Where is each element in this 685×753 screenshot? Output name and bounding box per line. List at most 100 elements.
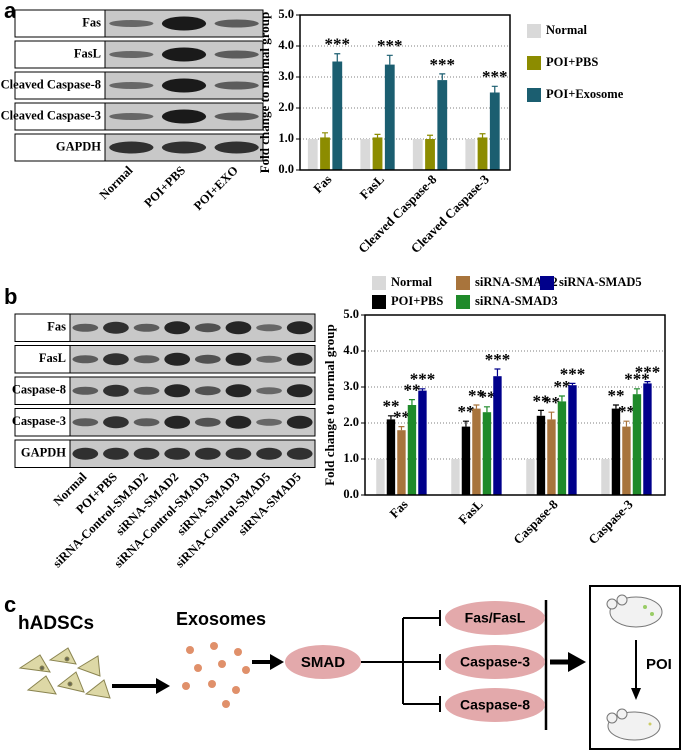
blot-band [194, 354, 221, 364]
legend-swatch [456, 295, 470, 309]
blot-row-label: Cleaved Caspase-3 [1, 108, 101, 122]
y-tick-label: 1.0 [278, 131, 294, 145]
bar [622, 426, 631, 495]
blot-band [103, 416, 129, 429]
blot-band [133, 386, 160, 395]
blot-band [103, 447, 129, 460]
error-bar [427, 134, 434, 139]
bar [489, 92, 500, 170]
legend-label: POI+Exosome [546, 87, 624, 101]
blot-label-box [14, 102, 106, 131]
blot-band [109, 82, 154, 89]
bar [557, 401, 567, 495]
y-tick-label: 3.0 [278, 69, 294, 83]
blot-band [214, 19, 259, 28]
legend-swatch [372, 295, 386, 309]
legend-label: siRNA-SMAD2 [475, 275, 558, 289]
blot-lane-label: Normal [97, 163, 136, 202]
bar [425, 139, 435, 170]
blot-band [103, 321, 129, 334]
significance-label: ** [468, 386, 485, 405]
exosomes [182, 642, 250, 708]
bar [493, 376, 502, 495]
mice [606, 594, 663, 741]
error-bar [623, 420, 630, 427]
blot-band [225, 384, 252, 398]
blot-label-box [14, 439, 71, 468]
bar [384, 64, 395, 170]
bar [461, 426, 471, 495]
significance-label: *** [377, 36, 403, 55]
blot-row-label: Caspase-3 [12, 414, 66, 428]
blot-band [225, 415, 252, 429]
error-bar [548, 411, 555, 420]
significance-label: *** [560, 364, 586, 383]
error-bar [439, 73, 446, 81]
error-bar [612, 404, 619, 409]
blot-band [133, 447, 160, 460]
blot-row-label: FasL [74, 46, 101, 60]
blot-band [133, 418, 160, 427]
bar [482, 412, 492, 495]
bar [568, 385, 577, 495]
legend-swatch [540, 276, 554, 290]
significance-label: ** [532, 391, 549, 410]
bar [407, 405, 417, 495]
bar [386, 419, 396, 495]
blot-band [164, 447, 191, 460]
blot-band [214, 141, 259, 154]
error-bar [483, 406, 490, 413]
hub-node [285, 645, 361, 679]
blot-band [225, 447, 252, 460]
blot-band [256, 355, 282, 363]
x-tick-label: FasL [356, 171, 387, 202]
bar [632, 394, 642, 495]
blot-band [133, 323, 160, 332]
error-bar [462, 420, 469, 427]
target-node [445, 688, 545, 722]
legend-swatch [527, 88, 541, 102]
bar [397, 430, 406, 495]
significance-label: ** [478, 388, 495, 407]
blot-lane-label: POI+EXO [191, 163, 241, 213]
bar [437, 80, 448, 170]
y-tick-label: 3.0 [343, 379, 359, 393]
significance-label: ** [607, 386, 624, 405]
blot-band [194, 447, 221, 460]
blot-label-box [14, 408, 71, 437]
bar [472, 408, 481, 495]
y-tick-label: 4.0 [278, 38, 294, 52]
bar [307, 139, 318, 170]
legend-label: siRNA-SMAD5 [559, 275, 642, 289]
blot-band [256, 447, 282, 460]
x-tick-label: Caspase-3 [585, 496, 636, 547]
bar [547, 419, 556, 495]
bar [360, 139, 371, 170]
target-label: Fas/FasL [465, 610, 526, 626]
legend-label: siRNA-SMAD3 [475, 294, 558, 308]
legend-swatch [456, 276, 470, 290]
vesicle-label: Exosomes [176, 609, 266, 629]
error-bar [494, 368, 501, 377]
error-bar [386, 54, 393, 65]
error-bar [644, 381, 651, 384]
blot-row-label: Cleaved Caspase-8 [1, 77, 101, 91]
error-bar [334, 53, 341, 62]
error-bar [479, 133, 486, 138]
significance-label: *** [635, 363, 661, 382]
panel-label: b [4, 284, 17, 309]
blot-band [194, 323, 221, 333]
target-node [445, 645, 545, 679]
blot-band [225, 321, 252, 335]
blot-band [194, 386, 221, 396]
target-node [445, 601, 545, 635]
bar [320, 137, 330, 170]
significance-label: ** [457, 402, 474, 421]
blot-band [72, 323, 99, 332]
significance-label: *** [325, 35, 351, 54]
bar [412, 139, 423, 170]
bar [451, 459, 460, 495]
blot-band [286, 352, 313, 366]
bar [601, 459, 610, 495]
blot-band [72, 355, 99, 364]
